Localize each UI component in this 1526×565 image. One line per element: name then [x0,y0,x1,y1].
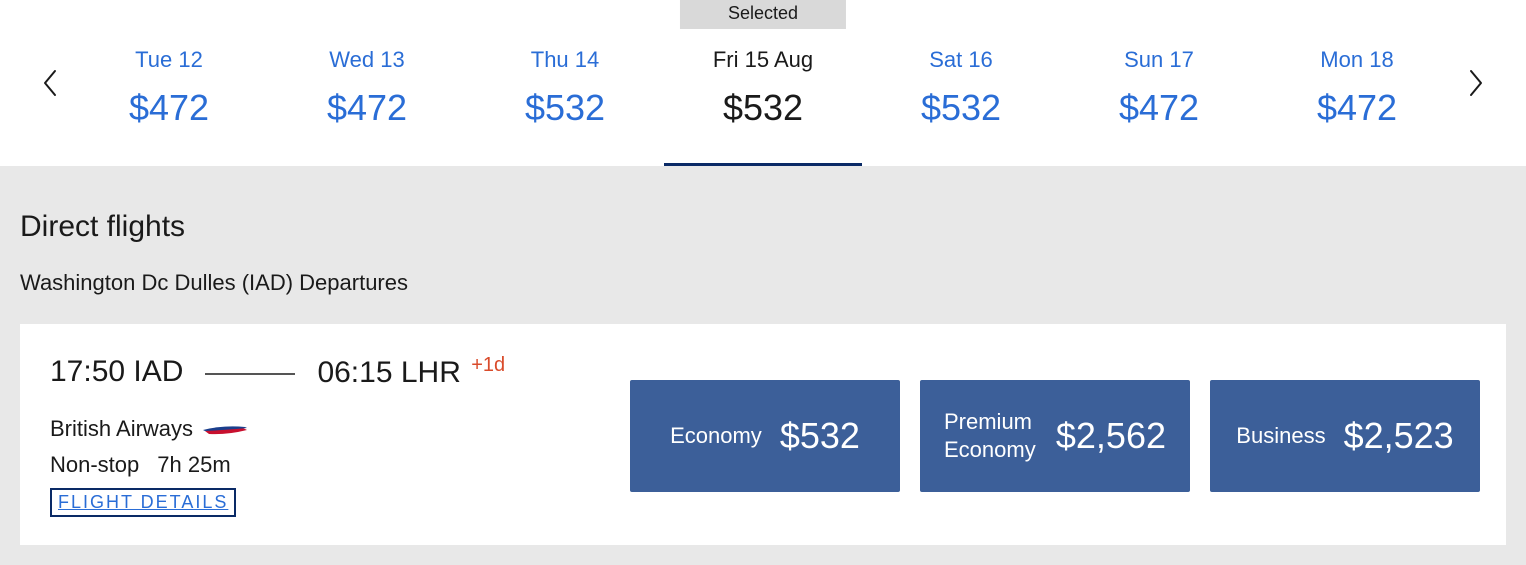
chevron-right-icon [1467,69,1485,97]
date-cell[interactable]: SelectedMon 18$472 [1258,0,1456,166]
date-price: $532 [525,87,605,129]
date-cell[interactable]: Selected Fri 15 Aug $532 [664,0,862,166]
date-label: Sun 17 [1124,47,1194,73]
flight-details-link[interactable]: FLIGHT DETAILS [50,488,236,517]
date-selector-strip: SelectedTue 12$472SelectedWed 13$472Sele… [0,0,1526,166]
fare-button[interactable]: Economy $532 [630,380,900,492]
chevron-left-icon [41,69,59,97]
fare-price: $2,523 [1344,415,1454,457]
date-label: Wed 13 [329,47,404,73]
flight-meta-row: Non-stop 7h 25m [50,452,610,478]
stops-label: Non-stop [50,452,139,477]
airline-name: British Airways [50,416,193,442]
fare-label: Business [1236,422,1325,450]
date-label: Thu 14 [531,47,600,73]
date-price: $532 [723,87,803,129]
date-cell[interactable]: SelectedSun 17$472 [1060,0,1258,166]
date-cell[interactable]: SelectedWed 13$472 [268,0,466,166]
british-airways-logo-icon [203,421,247,437]
fare-label: Premium Economy [944,408,1038,463]
fare-button[interactable]: Premium Economy $2,562 [920,380,1190,492]
date-price: $472 [1119,87,1199,129]
fare-price: $532 [780,415,860,457]
date-label: Tue 12 [135,47,203,73]
section-title: Direct flights [20,210,1506,244]
date-price: $532 [921,87,1001,129]
selected-tag: Selected [680,0,846,29]
results-content: Direct flights Washington Dc Dulles (IAD… [0,166,1526,565]
fare-label: Economy [670,422,762,450]
date-label: Sat 16 [929,47,993,73]
date-label: Fri 15 Aug [713,47,813,73]
date-cell[interactable]: SelectedThu 14$532 [466,0,664,166]
prev-dates-button[interactable] [30,69,70,97]
date-cell[interactable]: SelectedTue 12$472 [70,0,268,166]
departures-subheading: Washington Dc Dulles (IAD) Departures [20,270,1506,296]
next-dates-button[interactable] [1456,69,1496,97]
departure-time: 17:50 [50,355,125,388]
arrival-time-code: 06:15 LHR +1d [317,354,505,390]
departure-time-code: 17:50 IAD [50,355,183,389]
departure-code: IAD [133,355,183,388]
fare-buttons: Economy $532 Premium Economy $2,562 Business… [630,380,1480,492]
date-cells: SelectedTue 12$472SelectedWed 13$472Sele… [70,0,1456,166]
route-line-icon [205,373,295,375]
flight-times-row: 17:50 IAD 06:15 LHR +1d [50,354,610,390]
arrival-code: LHR [401,356,461,389]
date-price: $472 [129,87,209,129]
flight-summary: 17:50 IAD 06:15 LHR +1d British Airways [50,354,610,517]
date-price: $472 [1317,87,1397,129]
airline-row: British Airways [50,416,610,442]
duration-label: 7h 25m [157,452,230,477]
date-price: $472 [327,87,407,129]
date-label: Mon 18 [1320,47,1393,73]
plus-day-indicator: +1d [471,354,505,376]
fare-button[interactable]: Business $2,523 [1210,380,1480,492]
arrival-time: 06:15 [317,356,392,389]
flight-card: 17:50 IAD 06:15 LHR +1d British Airways [20,324,1506,545]
date-cell[interactable]: SelectedSat 16$532 [862,0,1060,166]
fare-price: $2,562 [1056,415,1166,457]
